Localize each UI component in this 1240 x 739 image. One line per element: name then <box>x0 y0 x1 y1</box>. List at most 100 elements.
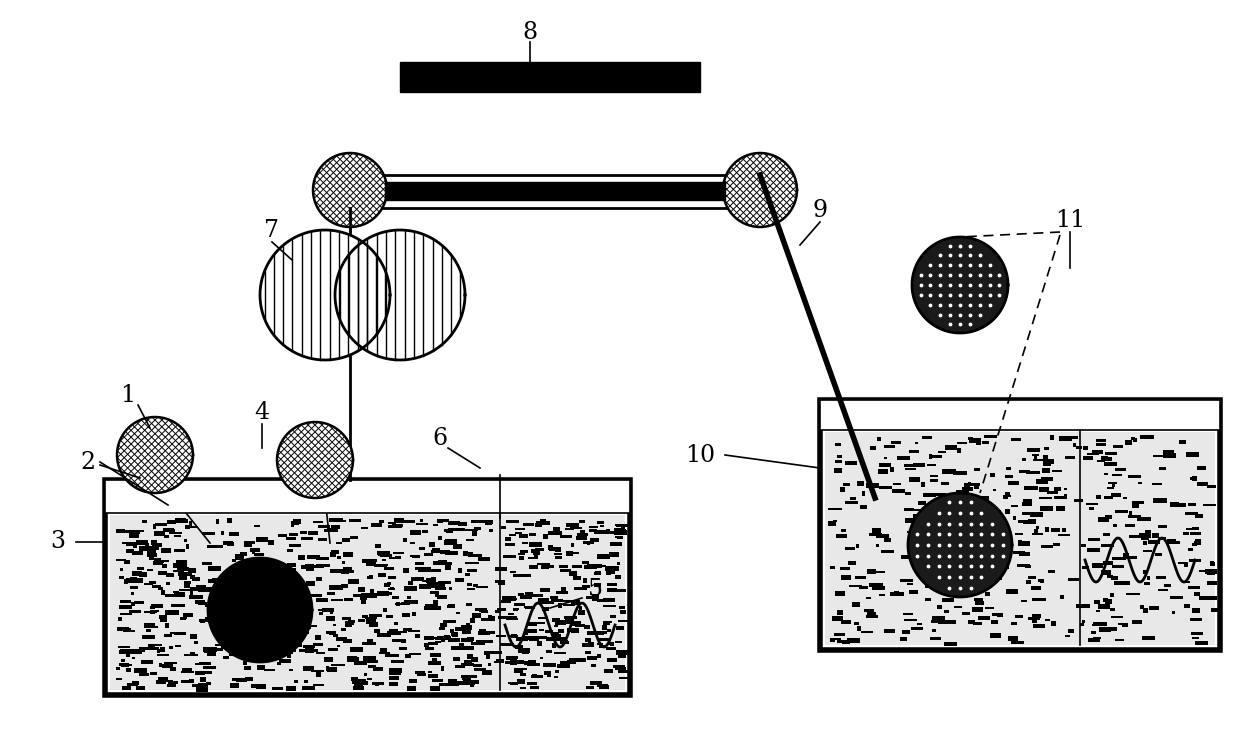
Bar <box>557 549 560 551</box>
Bar <box>960 566 968 570</box>
Bar <box>1104 462 1116 466</box>
Bar <box>233 570 242 574</box>
Bar <box>239 552 247 556</box>
Bar <box>435 588 446 590</box>
Bar <box>615 589 626 592</box>
Bar <box>255 684 265 689</box>
Bar <box>438 536 443 540</box>
Bar <box>481 670 492 675</box>
Bar <box>1011 622 1017 624</box>
Bar <box>227 518 232 523</box>
Bar <box>1004 492 1011 496</box>
Bar <box>222 541 233 545</box>
Bar <box>472 642 485 645</box>
Bar <box>279 576 288 582</box>
Bar <box>1133 438 1137 441</box>
Bar <box>244 581 257 585</box>
Bar <box>277 610 285 613</box>
Bar <box>255 537 268 542</box>
Bar <box>851 497 857 500</box>
Bar <box>1034 456 1038 461</box>
Bar <box>1096 439 1106 442</box>
Bar <box>402 613 409 616</box>
Bar <box>267 638 273 641</box>
Bar <box>236 641 241 644</box>
Bar <box>521 687 526 689</box>
Bar <box>844 501 858 504</box>
Bar <box>598 554 610 559</box>
Bar <box>377 633 391 637</box>
Bar <box>155 559 161 563</box>
Bar <box>445 565 450 570</box>
Bar <box>915 442 918 444</box>
Bar <box>383 592 392 595</box>
Bar <box>289 611 303 616</box>
Bar <box>166 573 174 576</box>
Bar <box>1045 619 1050 621</box>
Bar <box>913 463 925 467</box>
Bar <box>221 531 224 535</box>
Bar <box>246 585 253 587</box>
Bar <box>554 624 558 627</box>
Bar <box>877 534 889 538</box>
Bar <box>1178 562 1188 564</box>
Bar <box>870 446 875 450</box>
Bar <box>336 542 342 545</box>
Bar <box>580 531 585 535</box>
Bar <box>952 543 960 547</box>
Bar <box>1008 636 1018 641</box>
Bar <box>435 594 439 597</box>
Bar <box>229 653 236 656</box>
Bar <box>159 571 167 575</box>
Bar <box>610 542 622 546</box>
Bar <box>129 530 140 534</box>
Bar <box>520 575 527 577</box>
Bar <box>120 600 131 603</box>
Bar <box>1024 565 1032 568</box>
Bar <box>376 545 381 548</box>
Bar <box>587 542 590 545</box>
Bar <box>466 583 472 586</box>
Bar <box>429 585 438 588</box>
Bar <box>218 579 227 582</box>
Bar <box>970 527 983 530</box>
Bar <box>428 661 441 665</box>
Bar <box>1128 475 1141 478</box>
Bar <box>905 518 916 523</box>
Bar <box>572 565 582 568</box>
Bar <box>963 565 975 568</box>
Bar <box>531 675 543 678</box>
Bar <box>583 541 594 544</box>
Bar <box>219 581 231 585</box>
Bar <box>110 515 625 690</box>
Bar <box>172 681 179 684</box>
Bar <box>1167 539 1176 543</box>
Bar <box>570 600 580 605</box>
Bar <box>925 599 931 601</box>
Bar <box>388 556 398 559</box>
Bar <box>511 634 517 638</box>
Bar <box>996 551 1001 554</box>
Bar <box>1099 627 1111 632</box>
Bar <box>205 602 216 607</box>
Bar <box>869 533 882 536</box>
Bar <box>1146 530 1151 533</box>
Bar <box>619 619 627 622</box>
Bar <box>518 648 529 653</box>
Bar <box>252 650 255 655</box>
Bar <box>489 528 494 532</box>
Bar <box>135 571 141 575</box>
Bar <box>1033 624 1045 628</box>
Bar <box>537 641 542 646</box>
Bar <box>963 590 971 593</box>
Bar <box>583 578 588 582</box>
Bar <box>312 643 322 647</box>
Bar <box>930 637 940 640</box>
Bar <box>118 617 123 621</box>
Bar <box>1001 555 1008 558</box>
Bar <box>283 591 291 594</box>
Bar <box>932 492 946 496</box>
Bar <box>1033 598 1045 601</box>
Bar <box>208 619 221 623</box>
Bar <box>203 647 217 652</box>
